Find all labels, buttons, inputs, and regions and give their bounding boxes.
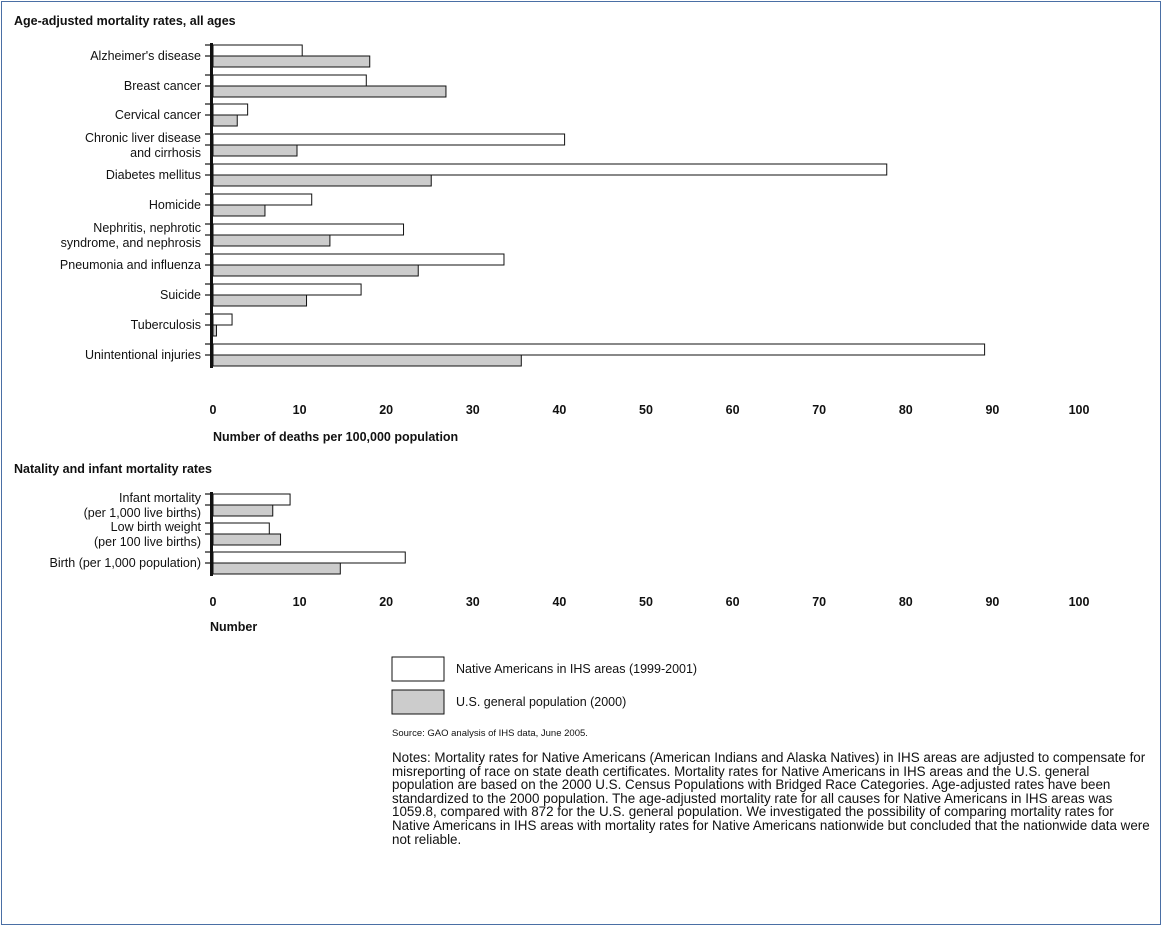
bar-us-general-pneumonia-and-influenza <box>212 264 419 277</box>
mortality-bars <box>212 44 986 367</box>
category-label-homicide: Homicide <box>149 198 201 212</box>
bar-us-general-breast-cancer <box>212 85 447 98</box>
category-label-cervical-cancer: Cervical cancer <box>115 108 201 122</box>
legend-swatch-native-americans <box>391 656 445 682</box>
notes-paragraph: Notes: Mortality rates for Native Americ… <box>392 750 1150 847</box>
category-label-low-birth-weight-per-100-live-births: Low birth weight <box>111 520 202 534</box>
bar-us-general-cervical-cancer <box>212 114 238 127</box>
x-tick-label: 80 <box>899 403 913 417</box>
bar-native-americans-low-birth-weight-per-100-live-births <box>212 522 270 535</box>
bar-us-general-infant-mortality-per-1-000-live-births <box>212 504 274 517</box>
legend-label-native-americans: Native Americans in IHS areas (1999-2001… <box>456 662 697 676</box>
bar-us-general-birth-per-1-000-population <box>212 562 341 575</box>
x-tick-label: 10 <box>293 403 307 417</box>
bar-us-general-tuberculosis <box>212 324 217 337</box>
category-label-birth-per-1-000-population: Birth (per 1,000 population) <box>50 556 201 570</box>
x-tick-label: 40 <box>552 595 566 609</box>
category-label-alzheimer-s-disease: Alzheimer's disease <box>90 49 201 63</box>
x-tick-label: 70 <box>812 403 826 417</box>
bar-native-americans-infant-mortality-per-1-000-live-births <box>212 493 291 506</box>
category-label-chronic-liver-disease-and-cirrhosis: Chronic liver disease <box>85 131 201 145</box>
bar-us-general-diabetes-mellitus <box>212 174 432 187</box>
x-tick-label: 40 <box>552 403 566 417</box>
x-tick-label: 90 <box>985 403 999 417</box>
category-label-breast-cancer: Breast cancer <box>124 79 201 93</box>
mortality-x-axis-label: Number of deaths per 100,000 population <box>213 430 458 444</box>
bar-native-americans-alzheimer-s-disease <box>212 44 303 57</box>
category-label-nephritis-nephrotic-syndrome-and-nephrosis: syndrome, and nephrosis <box>61 236 201 250</box>
bar-native-americans-breast-cancer <box>212 74 367 87</box>
bar-us-general-suicide <box>212 294 308 307</box>
bar-us-general-chronic-liver-disease-and-cirrhosis <box>212 144 298 157</box>
x-tick-label: 90 <box>985 595 999 609</box>
legend-swatch-us-general <box>391 689 445 715</box>
category-label-chronic-liver-disease-and-cirrhosis: and cirrhosis <box>130 146 201 160</box>
natality-x-axis-label: Number <box>210 620 257 634</box>
bar-us-general-alzheimer-s-disease <box>212 55 371 68</box>
x-tick-label: 60 <box>726 595 740 609</box>
natality-category-labels: Infant mortality(per 1,000 live births)L… <box>50 491 202 570</box>
natality-x-tick-labels: 0 10 20 30 40 50 60 70 80 90 100 <box>210 595 1090 609</box>
x-tick-label: 100 <box>1069 403 1090 417</box>
mortality-x-tick-labels: 0 10 20 30 40 50 60 70 80 90 100 <box>210 403 1090 417</box>
bar-native-americans-nephritis-nephrotic-syndrome-and-nephrosis <box>212 223 405 236</box>
bar-native-americans-unintentional-injuries <box>212 343 986 356</box>
x-tick-label: 50 <box>639 595 653 609</box>
x-tick-label: 80 <box>899 595 913 609</box>
mortality-chart-title: Age-adjusted mortality rates, all ages <box>14 14 236 28</box>
category-label-suicide: Suicide <box>160 288 201 302</box>
bar-native-americans-homicide <box>212 193 313 206</box>
x-tick-label: 100 <box>1069 595 1090 609</box>
category-label-infant-mortality-per-1-000-live-births: (per 1,000 live births) <box>84 506 201 520</box>
bar-us-general-unintentional-injuries <box>212 354 522 367</box>
category-label-diabetes-mellitus: Diabetes mellitus <box>106 168 201 182</box>
x-tick-label: 60 <box>726 403 740 417</box>
x-tick-label: 20 <box>379 403 393 417</box>
bar-native-americans-diabetes-mellitus <box>212 163 888 176</box>
bar-native-americans-suicide <box>212 283 362 296</box>
category-label-tuberculosis: Tuberculosis <box>131 318 201 332</box>
bar-native-americans-tuberculosis <box>212 313 233 326</box>
natality-bars <box>212 493 406 575</box>
legend-label-us-general: U.S. general population (2000) <box>456 695 626 709</box>
bar-us-general-homicide <box>212 204 266 217</box>
x-tick-label: 50 <box>639 403 653 417</box>
bar-native-americans-birth-per-1-000-population <box>212 551 406 564</box>
x-tick-label: 20 <box>379 595 393 609</box>
x-tick-label: 70 <box>812 595 826 609</box>
legend: Native Americans in IHS areas (1999-2001… <box>391 656 697 715</box>
x-tick-label: 30 <box>466 403 480 417</box>
x-tick-label: 10 <box>293 595 307 609</box>
bar-native-americans-cervical-cancer <box>212 103 249 116</box>
bar-us-general-nephritis-nephrotic-syndrome-and-nephrosis <box>212 234 331 247</box>
category-label-unintentional-injuries: Unintentional injuries <box>85 348 201 362</box>
mortality-category-labels: Alzheimer's disease Breast cancer Cervical… <box>60 49 201 362</box>
category-label-pneumonia-and-influenza: Pneumonia and influenza <box>60 258 201 272</box>
source-note: Source: GAO analysis of IHS data, June 2… <box>392 728 588 739</box>
x-tick-label: 30 <box>466 595 480 609</box>
category-label-low-birth-weight-per-100-live-births: (per 100 live births) <box>94 535 201 549</box>
bar-us-general-low-birth-weight-per-100-live-births <box>212 533 282 546</box>
bar-native-americans-pneumonia-and-influenza <box>212 253 505 266</box>
category-label-nephritis-nephrotic-syndrome-and-nephrosis: Nephritis, nephrotic <box>93 221 201 235</box>
natality-chart-title: Natality and infant mortality rates <box>14 462 212 476</box>
mortality-chart: Age-adjusted mortality rates, all ages A… <box>14 14 1089 444</box>
natality-y-axis <box>205 492 213 576</box>
mortality-y-axis <box>205 43 213 368</box>
natality-chart: Natality and infant mortality rates Infa… <box>14 462 1089 634</box>
x-tick-label: 0 <box>210 403 217 417</box>
bar-native-americans-chronic-liver-disease-and-cirrhosis <box>212 133 566 146</box>
category-label-infant-mortality-per-1-000-live-births: Infant mortality <box>119 491 202 505</box>
x-tick-label: 0 <box>210 595 217 609</box>
